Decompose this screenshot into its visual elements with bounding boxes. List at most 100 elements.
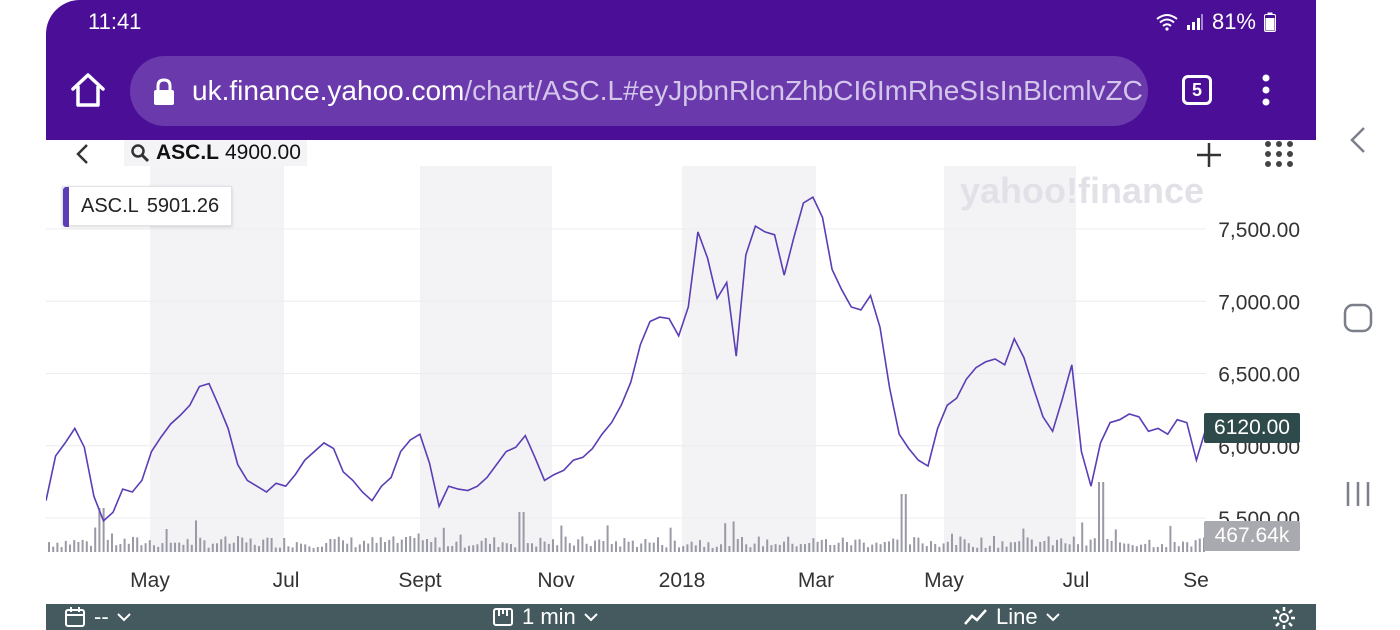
volume-bar <box>1093 538 1096 552</box>
volume-bar <box>392 536 395 552</box>
volume-bar <box>216 543 218 552</box>
nav-home-icon[interactable] <box>1342 302 1374 334</box>
volume-bar <box>237 536 239 552</box>
volume-bar <box>602 541 605 552</box>
volume-bar <box>493 537 496 552</box>
volume-bar <box>1009 542 1012 552</box>
volume-bar <box>757 536 760 552</box>
volume-bar <box>720 544 722 552</box>
volume-bar <box>262 539 265 552</box>
volume-bar <box>241 537 244 552</box>
volume-bar <box>451 546 454 552</box>
volume-bar <box>888 541 890 552</box>
address-bar[interactable]: uk.finance.yahoo.com/chart/ASC.L#eyJpbnR… <box>130 56 1148 126</box>
volume-bar <box>405 537 407 552</box>
volume-bar <box>896 539 899 552</box>
more-menu-icon[interactable] <box>1254 72 1278 108</box>
volume-bar <box>879 544 882 552</box>
volume-bar <box>661 545 664 552</box>
nav-recents-icon[interactable] <box>1342 478 1374 510</box>
volume-bar <box>1169 525 1172 552</box>
volume-bar <box>98 508 101 552</box>
interval-value: 1 min <box>522 604 576 629</box>
url-text: uk.finance.yahoo.com/chart/ASC.L#eyJpbnR… <box>192 75 1143 107</box>
volume-bar <box>787 536 790 552</box>
x-tick-label: 2018 <box>659 569 706 592</box>
volume-bar <box>232 542 235 552</box>
line-chart-icon <box>964 609 987 625</box>
volume-bar <box>111 533 113 552</box>
volume-bar <box>1085 545 1088 552</box>
volume-bar <box>52 546 55 552</box>
add-comparison-icon[interactable] <box>1196 142 1222 168</box>
symbol-search[interactable]: ASC.L 4900.00 <box>124 140 307 166</box>
home-icon[interactable] <box>68 70 108 110</box>
volume-bar <box>316 547 319 552</box>
chart-type-selector[interactable]: Line <box>964 604 1060 630</box>
volume-bar <box>127 543 130 552</box>
volume-bar <box>1182 541 1184 552</box>
volume-bar <box>909 544 911 552</box>
volume-bar <box>228 543 231 552</box>
volume-bar <box>875 542 878 552</box>
volume-bar <box>463 547 466 552</box>
volume-bar <box>703 546 706 552</box>
volume-bar <box>291 547 294 552</box>
interval-selector[interactable]: 1 min <box>492 604 598 630</box>
indicators-grid-icon[interactable] <box>1264 140 1294 168</box>
volume-bar <box>573 545 575 552</box>
volume-bar <box>577 539 580 552</box>
android-nav-bar <box>1316 0 1400 630</box>
phone-screen: 11:41 81% <box>46 0 1316 630</box>
volume-bar <box>169 542 172 552</box>
volume-bar <box>321 546 323 552</box>
volume-bar <box>715 546 718 552</box>
series-legend[interactable]: ASC.L 5901.26 <box>62 186 233 227</box>
volume-bar <box>724 523 727 552</box>
x-tick-label: Mar <box>798 569 834 592</box>
volume-bar <box>1026 537 1029 552</box>
volume-bar <box>253 544 256 552</box>
volume-bar <box>1064 543 1067 552</box>
tab-switcher-button[interactable]: 5 <box>1182 75 1212 105</box>
volume-bar <box>77 542 80 552</box>
nav-back-icon[interactable] <box>1342 124 1374 156</box>
volume-bar <box>266 537 269 552</box>
volume-bar <box>1140 544 1142 552</box>
volume-bar <box>732 521 735 552</box>
volume-bar <box>917 537 920 552</box>
volume-bar <box>81 539 84 552</box>
volume-bar <box>988 545 991 552</box>
volume-bar <box>728 546 731 552</box>
volume-bar <box>644 539 647 552</box>
price-chart[interactable]: 7,500.007,000.006,500.006,000.005,500.00… <box>46 166 1316 604</box>
x-tick-label: May <box>924 569 964 592</box>
volume-bar <box>816 541 819 552</box>
volume-bar <box>1106 539 1109 552</box>
volume-bar <box>1123 543 1126 552</box>
volume-bar <box>249 538 252 552</box>
volume-bar <box>862 542 865 552</box>
x-tick-label: Nov <box>537 569 575 592</box>
volume-bar <box>955 545 958 552</box>
volume-bar <box>295 542 298 552</box>
month-band <box>150 166 284 552</box>
volume-bar <box>552 539 554 552</box>
volume-bar <box>1177 546 1180 552</box>
volume-bar <box>795 546 798 552</box>
volume-bar <box>854 539 857 552</box>
settings-gear-icon[interactable] <box>1272 606 1296 630</box>
volume-bar <box>354 547 357 552</box>
back-chevron-icon[interactable] <box>74 142 92 166</box>
volume-bar <box>657 537 659 552</box>
volume-bar <box>841 537 844 552</box>
date-range-selector[interactable]: -- <box>64 604 131 630</box>
legend-color-bar <box>63 187 69 227</box>
volume-bar <box>190 544 193 552</box>
volume-bar <box>501 542 504 552</box>
volume-bar <box>623 538 626 552</box>
volume-bar <box>1047 536 1050 552</box>
volume-bar <box>531 543 533 552</box>
volume-bar <box>678 547 680 552</box>
